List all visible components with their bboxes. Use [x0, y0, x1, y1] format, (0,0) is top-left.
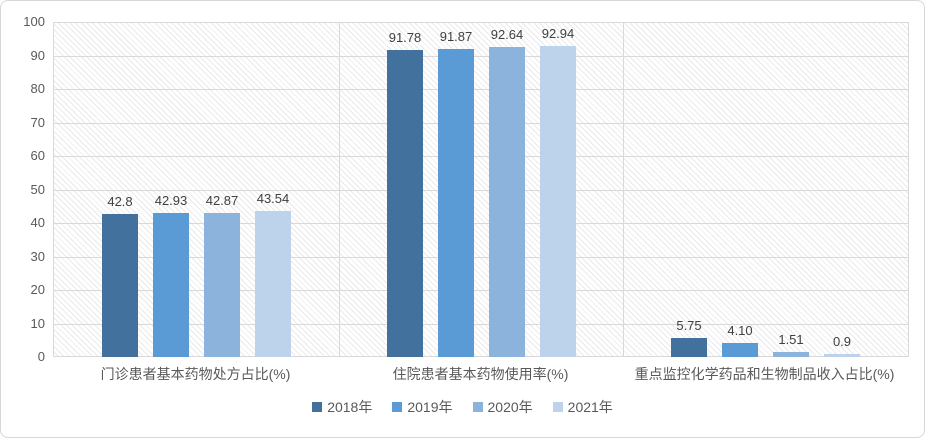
gridline-y-60 [54, 156, 908, 157]
y-tick-label-50: 50 [30, 181, 45, 197]
gridline-y-40 [54, 223, 908, 224]
y-tick-label-0: 0 [37, 349, 45, 364]
category-label-1: 门诊患者基本药物处方占比(%) [100, 366, 291, 382]
y-tick-label-10: 10 [30, 315, 45, 331]
bar-value-label: 91.87 [439, 29, 473, 44]
gridline-y-20 [54, 290, 908, 291]
legend-swatch-icon [552, 402, 563, 412]
legend-swatch-icon [312, 402, 323, 412]
gridline-y-50 [54, 190, 908, 191]
legend-label: 2018年 [327, 399, 373, 415]
bar-2021年-group1 [255, 211, 291, 357]
gridline-y-70 [54, 123, 908, 124]
bar-2019年-group2 [438, 49, 474, 357]
bar-2019年-group1 [153, 213, 189, 357]
legend-label: 2020年 [487, 399, 533, 415]
legend-item-2021年: 2021年 [552, 399, 613, 415]
legend-item-2018年: 2018年 [312, 399, 372, 415]
bar-2021年-group2 [540, 46, 576, 357]
bar-value-label: 4.10 [727, 323, 753, 338]
bar-value-label: 92.94 [541, 26, 575, 41]
y-tick-label-70: 70 [30, 114, 45, 130]
bar-2018年-group1 [102, 214, 138, 357]
gridline-y-80 [54, 89, 908, 90]
bar-value-label: 91.78 [388, 30, 422, 45]
legend-item-2019年: 2019年 [392, 399, 453, 415]
category-label-2: 住院患者基本药物使用率(%) [392, 366, 569, 382]
y-tick-label-40: 40 [30, 215, 45, 230]
gridline-y-10 [54, 324, 908, 325]
bar-2020年-group3 [773, 352, 809, 357]
bar-value-label: 0.9 [832, 334, 852, 349]
bar-2018年-group2 [387, 50, 423, 357]
gridline-y-100 [54, 22, 908, 23]
bar-value-label: 42.93 [154, 193, 188, 208]
legend-swatch-icon [472, 402, 483, 412]
y-tick-label-30: 30 [30, 248, 45, 264]
bar-value-label: 92.64 [490, 27, 524, 42]
gridline-y-90 [54, 56, 908, 57]
gridline-y-0 [54, 356, 908, 357]
category-separator [339, 22, 340, 357]
y-tick-label-20: 20 [30, 282, 45, 297]
y-tick-label-100: 100 [23, 14, 45, 29]
bar-value-label: 5.75 [676, 318, 702, 333]
category-separator [623, 22, 624, 357]
legend-label: 2021年 [567, 399, 613, 415]
plot-area: 42.8 42.93 42.87 43.54 91.78 91.87 92.64 92.94 5… [53, 22, 909, 357]
y-tick-label-80: 80 [30, 81, 45, 96]
category-label-3: 重点监控化学药品和生物制品收入占比(%) [634, 366, 895, 382]
gridline-y-30 [54, 257, 908, 258]
y-tick-label-60: 60 [30, 148, 45, 163]
bar-2020年-group1 [204, 213, 240, 357]
legend-item-2020年: 2020年 [472, 399, 533, 415]
bar-2020年-group2 [489, 47, 525, 357]
bar-value-label: 1.51 [778, 332, 804, 347]
bar-2018年-group3 [671, 338, 707, 357]
bar-2019年-group3 [722, 343, 758, 357]
bar-value-label: 42.87 [205, 193, 239, 208]
legend-swatch-icon [392, 402, 403, 412]
legend-label: 2019年 [407, 399, 453, 415]
y-tick-label-90: 90 [30, 47, 45, 63]
bar-value-label: 43.54 [256, 191, 290, 206]
legend: 2018年 2019年 2020年 2021年 [1, 399, 924, 415]
bar-2021年-group3 [824, 354, 860, 357]
bar-value-label: 42.8 [107, 194, 133, 209]
